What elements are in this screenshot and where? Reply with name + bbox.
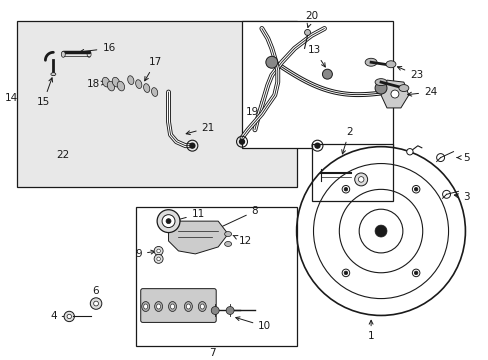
- Bar: [17, 21, 296, 187]
- Circle shape: [157, 257, 160, 261]
- Circle shape: [358, 177, 363, 182]
- Text: 5: 5: [456, 153, 469, 163]
- Ellipse shape: [398, 85, 408, 91]
- Circle shape: [374, 225, 386, 237]
- Text: 12: 12: [233, 235, 251, 246]
- FancyBboxPatch shape: [141, 289, 216, 323]
- Circle shape: [406, 149, 412, 155]
- Circle shape: [64, 311, 74, 321]
- Circle shape: [413, 271, 417, 275]
- Text: 23: 23: [397, 67, 423, 80]
- Text: 13: 13: [307, 45, 325, 67]
- Circle shape: [390, 90, 398, 98]
- Ellipse shape: [186, 304, 190, 309]
- Ellipse shape: [170, 304, 174, 309]
- Text: 9: 9: [135, 249, 155, 259]
- Circle shape: [189, 143, 194, 148]
- Text: 17: 17: [144, 57, 162, 81]
- Ellipse shape: [142, 302, 149, 311]
- Ellipse shape: [117, 81, 124, 91]
- Ellipse shape: [51, 73, 56, 76]
- Text: 4: 4: [50, 311, 69, 321]
- Ellipse shape: [107, 81, 114, 91]
- Ellipse shape: [156, 304, 160, 309]
- Circle shape: [154, 255, 163, 263]
- Text: 22: 22: [57, 150, 70, 159]
- Text: 8: 8: [215, 206, 258, 230]
- Text: 3: 3: [453, 192, 469, 202]
- Circle shape: [314, 143, 319, 148]
- Circle shape: [413, 188, 417, 191]
- Bar: [136, 207, 296, 346]
- Ellipse shape: [224, 242, 231, 247]
- Text: 20: 20: [305, 10, 317, 27]
- Ellipse shape: [143, 304, 147, 309]
- Ellipse shape: [184, 302, 192, 311]
- Text: 6: 6: [93, 285, 99, 302]
- Bar: [311, 144, 392, 201]
- Circle shape: [342, 185, 349, 193]
- Ellipse shape: [198, 302, 206, 311]
- Circle shape: [154, 247, 163, 255]
- Ellipse shape: [127, 76, 134, 85]
- Ellipse shape: [365, 58, 376, 66]
- Circle shape: [344, 188, 347, 191]
- Ellipse shape: [385, 61, 395, 68]
- Ellipse shape: [151, 88, 158, 96]
- Text: 16: 16: [80, 43, 115, 53]
- Circle shape: [67, 314, 71, 319]
- Circle shape: [344, 271, 347, 275]
- Circle shape: [225, 306, 234, 315]
- Circle shape: [94, 301, 98, 306]
- Circle shape: [322, 69, 332, 79]
- Ellipse shape: [374, 78, 386, 86]
- Circle shape: [211, 306, 219, 315]
- Circle shape: [354, 173, 367, 186]
- Text: 21: 21: [186, 123, 214, 135]
- Ellipse shape: [200, 304, 204, 309]
- Text: 24: 24: [407, 87, 436, 97]
- Polygon shape: [380, 80, 408, 108]
- Circle shape: [265, 56, 277, 68]
- Circle shape: [374, 82, 386, 94]
- Text: 14: 14: [5, 93, 18, 103]
- Circle shape: [342, 269, 349, 277]
- Text: 11: 11: [176, 209, 204, 221]
- Text: 15: 15: [37, 78, 53, 107]
- Text: 7: 7: [208, 348, 215, 358]
- Text: 19: 19: [245, 100, 264, 117]
- Circle shape: [411, 269, 419, 277]
- Circle shape: [157, 210, 180, 233]
- Ellipse shape: [135, 80, 142, 89]
- Circle shape: [411, 185, 419, 193]
- Ellipse shape: [112, 77, 120, 87]
- Ellipse shape: [61, 51, 65, 57]
- Bar: [242, 21, 392, 148]
- Ellipse shape: [143, 84, 149, 93]
- Circle shape: [162, 215, 175, 228]
- Text: 2: 2: [341, 127, 352, 154]
- Circle shape: [166, 219, 171, 224]
- Text: 1: 1: [367, 320, 374, 341]
- Ellipse shape: [168, 302, 176, 311]
- Circle shape: [239, 139, 244, 144]
- Ellipse shape: [224, 231, 231, 237]
- Polygon shape: [168, 221, 227, 254]
- Ellipse shape: [102, 77, 109, 87]
- Text: 10: 10: [235, 317, 271, 332]
- Ellipse shape: [304, 30, 310, 35]
- Circle shape: [90, 298, 102, 309]
- Text: 18: 18: [86, 79, 105, 89]
- Ellipse shape: [154, 302, 162, 311]
- Circle shape: [157, 249, 160, 253]
